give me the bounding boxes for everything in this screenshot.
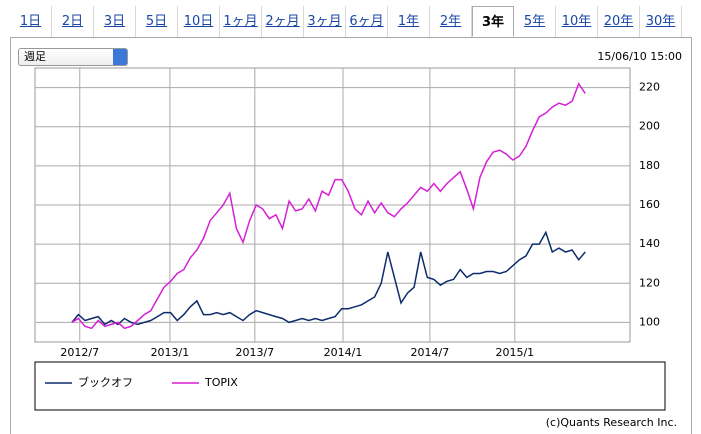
- period-tab[interactable]: 5年: [514, 6, 556, 37]
- y-tick-label: 100: [639, 315, 660, 328]
- series-line: [71, 82, 586, 330]
- x-tick-label: 2014/1: [324, 346, 363, 359]
- x-tick-label: 2013/7: [235, 346, 274, 359]
- legend-label: TOPIX: [204, 376, 238, 389]
- period-tab[interactable]: 3日: [94, 6, 136, 37]
- y-tick-label: 120: [639, 276, 660, 289]
- dropdown-arrow[interactable]: [113, 49, 127, 65]
- interval-dropdown[interactable]: 週足: [18, 48, 128, 66]
- period-tab[interactable]: 6ヶ月: [346, 6, 388, 37]
- legend-label: ブックオフ: [78, 375, 133, 389]
- chart-panel: [10, 37, 692, 434]
- period-tab[interactable]: 5日: [136, 6, 178, 37]
- x-tick-label: 2012/7: [60, 346, 99, 359]
- copyright: (c)Quants Research Inc.: [546, 416, 677, 429]
- y-tick-label: 160: [639, 198, 660, 211]
- period-tab[interactable]: 2日: [52, 6, 94, 37]
- timestamp: 15/06/10 15:00: [597, 50, 682, 63]
- dropdown-label: 週足: [24, 50, 46, 63]
- period-tab[interactable]: 20年: [598, 6, 640, 37]
- period-tab[interactable]: 3ヶ月: [304, 6, 346, 37]
- period-tab[interactable]: 1年: [388, 6, 430, 37]
- period-tab[interactable]: 3年: [472, 6, 514, 37]
- x-tick-label: 2013/1: [151, 346, 190, 359]
- period-tab[interactable]: 10日: [178, 6, 220, 37]
- y-tick-label: 140: [639, 237, 660, 250]
- period-tab[interactable]: 1ヶ月: [220, 6, 262, 37]
- y-tick-label: 220: [639, 81, 660, 94]
- legend-box: [34, 361, 666, 411]
- period-tab[interactable]: 30年: [640, 6, 682, 37]
- y-tick-label: 180: [639, 159, 660, 172]
- period-tab[interactable]: 10年: [556, 6, 598, 37]
- series-line: [71, 230, 586, 326]
- period-tab[interactable]: 2ヶ月: [262, 6, 304, 37]
- y-tick-label: 200: [639, 120, 660, 133]
- x-tick-label: 2015/1: [495, 346, 534, 359]
- x-tick-label: 2014/7: [411, 346, 450, 359]
- period-tab[interactable]: 1日: [10, 6, 52, 37]
- period-tabs: 1日 2日 3日 5日 10日 1ヶ月 2ヶ月 3ヶ月 6ヶ月 1年 2年 3年 5年 10年 20年 30年: [10, 6, 682, 38]
- period-tab[interactable]: 2年: [430, 6, 472, 37]
